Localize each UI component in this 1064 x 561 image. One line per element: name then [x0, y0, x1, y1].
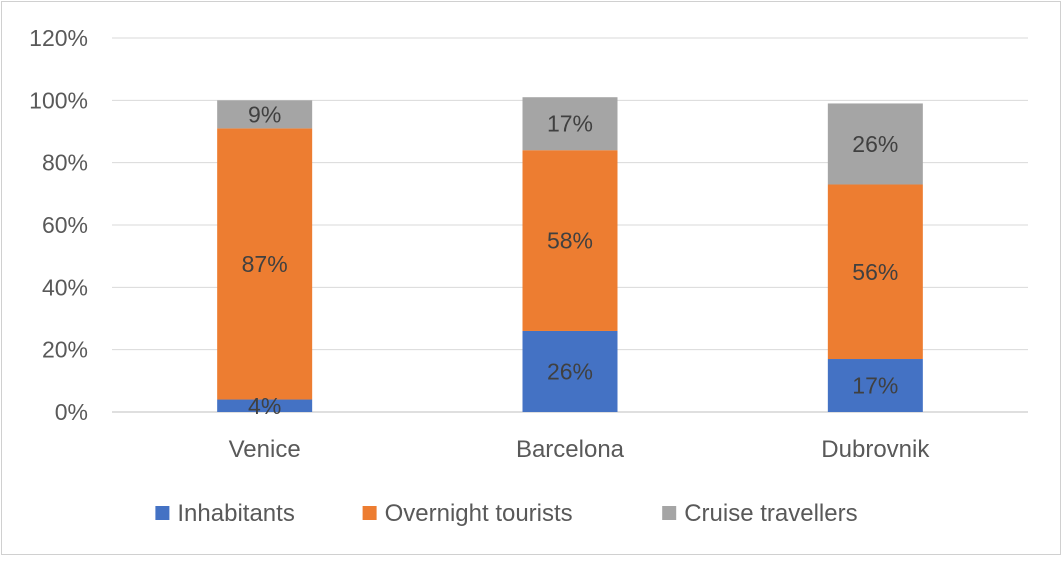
- legend-swatch: [155, 506, 170, 520]
- bar-segment-cruise-travellers: [217, 100, 313, 129]
- bar-segment-overnight-tourists: [217, 128, 313, 400]
- data-label: 17%: [547, 111, 593, 137]
- data-label: 26%: [547, 358, 593, 384]
- data-label: 4%: [248, 393, 281, 419]
- y-tick-label: 20%: [42, 337, 88, 363]
- x-category-label: Dubrovnik: [821, 436, 930, 463]
- y-tick-label: 100%: [29, 87, 88, 113]
- data-labels: 4% 87% 9% 26% 58% 17% 17% 56% 26%: [242, 101, 899, 418]
- y-axis-tick-labels: 0% 20% 40% 60% 80% 100% 120%: [29, 25, 88, 425]
- y-tick-label: 40%: [42, 274, 88, 300]
- legend-label: Cruise travellers: [684, 500, 857, 527]
- legend-swatch: [662, 506, 677, 520]
- y-tick-label: 80%: [42, 150, 88, 176]
- legend-swatch: [362, 506, 377, 520]
- data-label: 58%: [547, 228, 593, 254]
- x-category-label: Barcelona: [516, 436, 625, 463]
- bar-segment-overnight-tourists: [522, 150, 618, 331]
- x-axis-category-labels: Venice Barcelona Dubrovnik: [229, 436, 931, 463]
- data-label: 26%: [852, 131, 898, 157]
- y-tick-label: 0%: [55, 399, 88, 425]
- legend-label: Overnight tourists: [385, 500, 573, 527]
- legend-label: Inhabitants: [177, 500, 294, 527]
- data-label: 87%: [242, 251, 288, 277]
- bar-segment-inhabitants: [827, 359, 923, 412]
- bar-segment-overnight-tourists: [827, 184, 923, 360]
- x-category-label: Venice: [229, 436, 301, 463]
- bar-segment-cruise-travellers: [827, 103, 923, 185]
- bar-segment-inhabitants: [217, 399, 313, 412]
- data-label: 9%: [248, 101, 281, 127]
- data-label: 56%: [852, 259, 898, 285]
- data-label: 17%: [852, 373, 898, 399]
- bar-segment-inhabitants: [522, 330, 618, 412]
- bars: [217, 97, 923, 412]
- y-tick-label: 60%: [42, 212, 88, 238]
- legend: Inhabitants Overnight tourists Cruise trav…: [155, 500, 858, 527]
- y-tick-label: 120%: [29, 25, 88, 51]
- bar-segment-cruise-travellers: [522, 97, 618, 151]
